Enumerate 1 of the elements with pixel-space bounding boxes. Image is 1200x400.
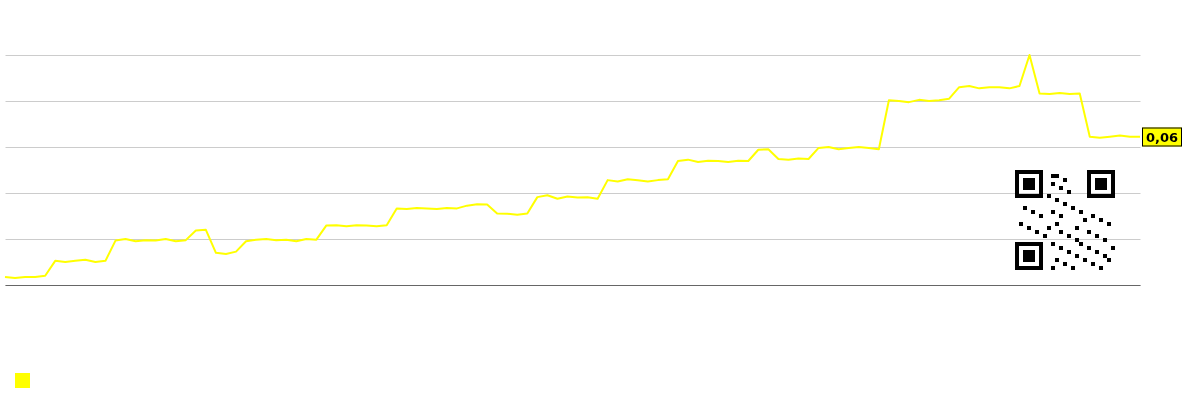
text: 0,06	[1142, 127, 1183, 147]
